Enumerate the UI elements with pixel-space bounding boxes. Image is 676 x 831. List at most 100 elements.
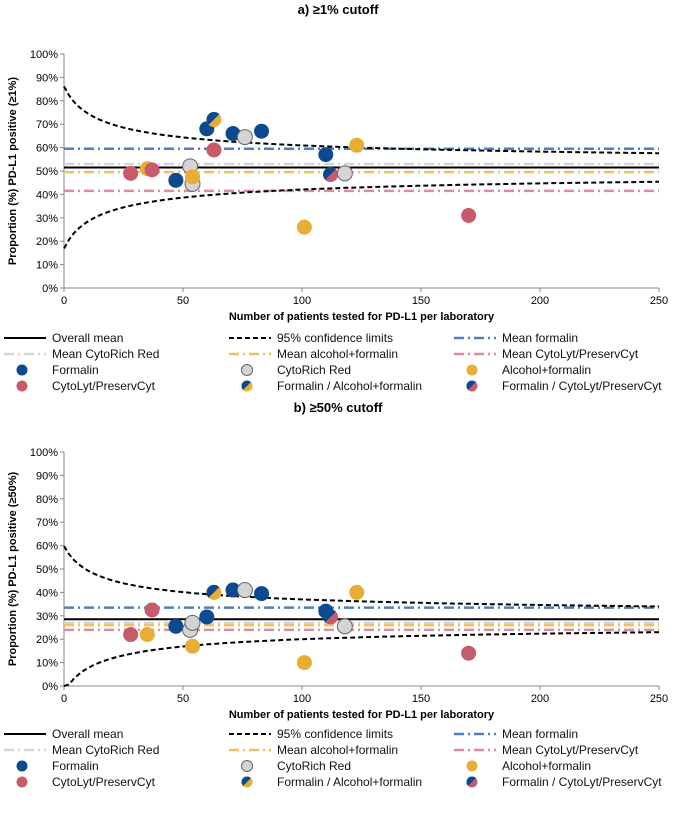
data-point-cytolyt [206, 142, 222, 158]
x-tick-label: 200 [531, 693, 549, 705]
legend-label: Alcohol+formalin [502, 363, 592, 377]
legend-marker-swatch [16, 380, 28, 392]
legend-marker-swatch [466, 364, 478, 376]
y-tick-label: 60% [36, 143, 58, 155]
data-point-formalin_alcohol [206, 584, 222, 600]
data-point-cytolyt [461, 645, 477, 661]
legend-line-swatch [4, 352, 46, 356]
legend-label: Formalin / CytoLyt/PreservCyt [502, 775, 662, 789]
data-point-alcohol [296, 655, 312, 671]
legend-item-cytorich: Mean CytoRich Red [2, 346, 159, 362]
legend-marker-swatch [241, 364, 253, 376]
data-point-cytorich [336, 165, 353, 182]
data-point-cytolyt [123, 627, 139, 643]
legend-item-formalin: Formalin [2, 362, 99, 378]
legend-marker [16, 364, 28, 376]
legend-marker-swatch [241, 776, 253, 788]
legend-label: 95% confidence limits [277, 727, 394, 741]
x-tick-label: 50 [177, 693, 189, 705]
legend-label: Alcohol+formalin [502, 759, 592, 773]
y-axis-label: Proportion (%) PD-L1 positive (≥50%) [7, 472, 19, 667]
legend-item-formalin: Mean formalin [452, 726, 578, 742]
legend-marker [466, 364, 478, 376]
x-tick-label: 0 [61, 295, 67, 307]
data-point-alcohol [185, 638, 201, 654]
x-tick-label: 250 [650, 295, 668, 307]
y-tick-label: 60% [36, 541, 58, 553]
legend-line-swatch [454, 352, 496, 356]
data-point-formalin_alcohol [206, 112, 222, 128]
x-axis-label: Number of patients tested for PD-L1 per … [229, 709, 495, 721]
legend-marker-swatch [466, 760, 478, 772]
legend-marker [241, 380, 253, 392]
data-point-formalin [225, 126, 241, 142]
data-point-formalin_cytolyt [323, 609, 339, 625]
legend-marker [241, 760, 253, 772]
legend-label: Formalin / Alcohol+formalin [277, 379, 423, 393]
legend-marker [16, 776, 28, 788]
legend-item-formalin_cytolyt: Formalin / CytoLyt/PreservCyt [452, 774, 662, 790]
legend-label: Mean CytoLyt/PreservCyt [502, 347, 639, 361]
legend-marker-swatch [241, 760, 253, 772]
legend-label: 95% confidence limits [277, 331, 394, 345]
x-tick-label: 150 [412, 295, 430, 307]
data-point-alcohol [349, 584, 365, 600]
legend-item-alcohol: Mean alcohol+formalin [227, 742, 398, 758]
legend-label: Mean formalin [502, 727, 579, 741]
data-point-cytolyt [144, 162, 160, 178]
y-axis-label: Proportion (%) PD-L1 positive (≥1%) [7, 77, 19, 265]
y-tick-label: 80% [36, 96, 58, 108]
chart-b: b) ≥50% cutoff 0% 10% 20% 30% 40% 50% 60% 70% 80%… [0, 398, 676, 723]
chart-title: b) ≥50% cutoff [294, 400, 383, 415]
y-tick-label: 40% [36, 189, 58, 201]
legend-line-swatch [229, 352, 271, 356]
legend-marker-swatch [16, 760, 28, 772]
legend-label: CytoLyt/PreservCyt [52, 379, 155, 393]
data-point-formalin [318, 147, 334, 163]
legend-line-swatch [4, 337, 46, 339]
legend-item-formalin: Formalin [2, 758, 99, 774]
legend-item-formalin_alcohol: Formalin / Alcohol+formalin [227, 774, 422, 790]
data-point-formalin_cytolyt [323, 167, 339, 183]
legend-marker-swatch [466, 380, 478, 392]
chart-b-svg: b) ≥50% cutoff 0% 10% 20% 30% 40% 50% 60% 70% 80%… [7, 400, 668, 721]
y-tick-label: 70% [36, 119, 58, 131]
data-point-alcohol [139, 627, 155, 643]
legend-line-swatch [4, 748, 46, 752]
legend-label: Mean CytoLyt/PreservCyt [502, 743, 639, 757]
x-tick-label: 200 [531, 295, 549, 307]
x-tick-label: 100 [293, 295, 311, 307]
legend-item-formalin: Mean formalin [452, 330, 578, 346]
data-point-formalin [168, 618, 184, 634]
legend-item-cytorich: Mean CytoRich Red [2, 742, 159, 758]
y-tick-label: 40% [36, 587, 58, 599]
legend-item-cytorich: CytoRich Red [227, 758, 351, 774]
legend-item-cytolyt: Mean CytoLyt/PreservCyt [452, 742, 638, 758]
y-tick-label: 90% [36, 470, 58, 482]
y-tick-label: 90% [36, 72, 58, 84]
legend-line-swatch [454, 748, 496, 752]
legend-line-swatch [454, 336, 496, 340]
data-point-alcohol [185, 169, 201, 185]
data-point-formalin [225, 582, 241, 598]
data-point-cytolyt [144, 602, 160, 618]
legend-marker-swatch [466, 776, 478, 788]
legend-line-swatch [229, 337, 271, 339]
y-tick-label: 80% [36, 494, 58, 506]
legend-marker [241, 364, 253, 376]
legend-label: CytoLyt/PreservCyt [52, 775, 155, 789]
data-point-cytolyt [123, 165, 139, 181]
data-point-formalin [199, 609, 215, 625]
y-tick-label: 0% [42, 681, 58, 693]
x-tick-label: 0 [61, 693, 67, 705]
legend-marker-swatch [16, 364, 28, 376]
y-tick-label: 70% [36, 517, 58, 529]
y-tick-label: 30% [36, 611, 58, 623]
upper-confidence-limit [63, 545, 659, 608]
legend-label: CytoRich Red [277, 759, 352, 773]
legend-label: Formalin [52, 363, 99, 377]
legend-label: Overall mean [52, 331, 124, 345]
legend-label: Overall mean [52, 727, 124, 741]
legend-label: Formalin / Alcohol+formalin [277, 775, 423, 789]
legend-item-cytolyt: CytoLyt/PreservCyt [2, 378, 155, 394]
